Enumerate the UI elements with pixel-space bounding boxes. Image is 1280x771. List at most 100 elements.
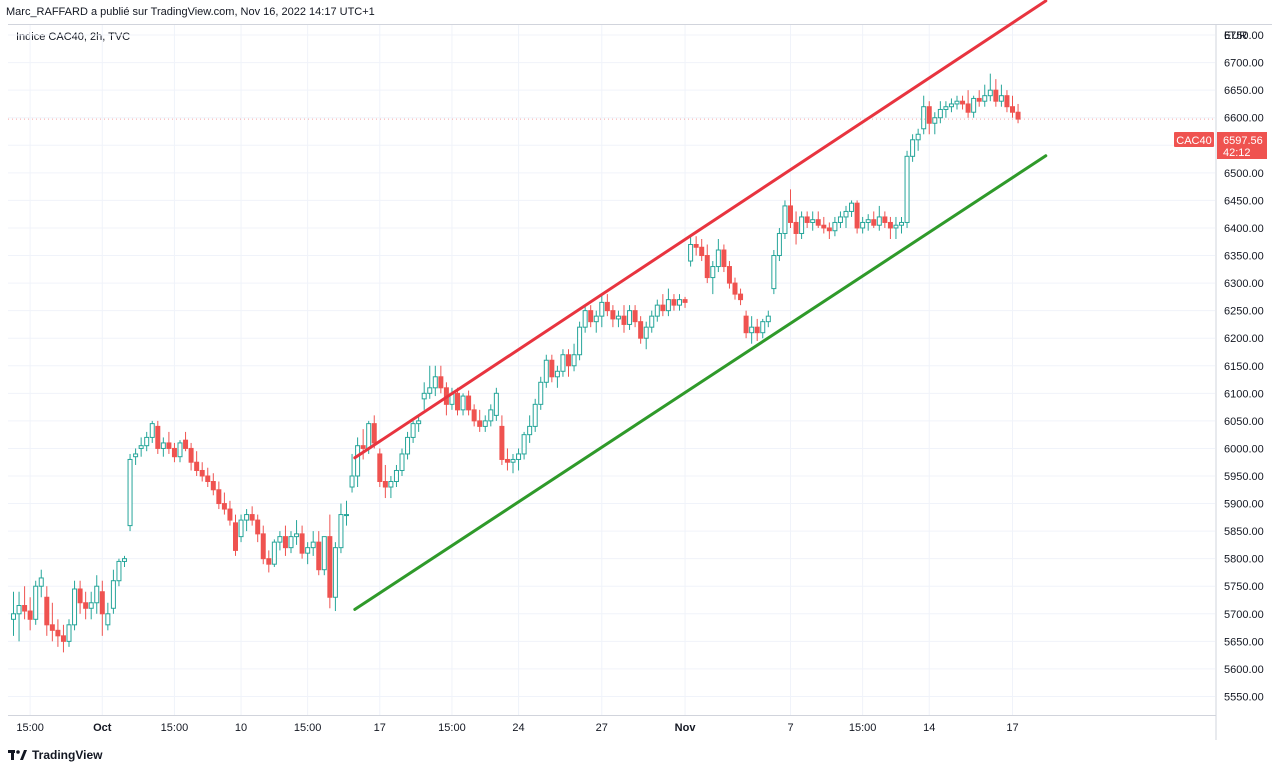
- candle-body: [582, 310, 588, 328]
- support-trendline[interactable]: [353, 154, 1048, 611]
- candle-body: [282, 536, 288, 549]
- candle-body: [849, 202, 855, 212]
- candle-body: [654, 304, 660, 317]
- candle-body: [804, 216, 810, 223]
- candle-body: [255, 519, 261, 535]
- candle-body: [316, 541, 322, 571]
- candle-body: [543, 359, 549, 383]
- x-tick-label: 15:00: [294, 722, 322, 734]
- candle-body: [327, 536, 333, 598]
- candle-body: [382, 481, 388, 488]
- y-tick-label: 5650.00: [1224, 636, 1264, 648]
- candle-body: [799, 216, 805, 234]
- symbol-info: Indice CAC40, 2h, TVC: [16, 31, 131, 43]
- candle-body: [266, 558, 272, 565]
- x-tick-label: Oct: [93, 722, 112, 734]
- candle-body: [155, 425, 161, 449]
- tradingview-branding[interactable]: TradingView: [8, 746, 102, 764]
- candle-body: [488, 409, 494, 422]
- candle-body: [627, 310, 633, 325]
- candle-body: [682, 299, 688, 303]
- y-tick-label: 6150.00: [1224, 361, 1264, 373]
- candle-body: [205, 475, 211, 483]
- candle-body: [49, 624, 55, 631]
- publisher-header: Marc_RAFFARD a publié sur TradingView.co…: [6, 6, 375, 18]
- candle-body: [788, 205, 793, 223]
- candle-body: [144, 436, 150, 447]
- y-tick-label: 6250.00: [1224, 306, 1264, 318]
- x-tick-label: 17: [374, 722, 386, 734]
- candle-body: [16, 605, 22, 615]
- y-tick-label: 5750.00: [1224, 581, 1264, 593]
- candle-body: [593, 315, 599, 323]
- candlestick-chart[interactable]: EUR 5550.00 5600.00 5650.00 5700.00 5750.00 58…: [0, 0, 1280, 740]
- candle-body: [826, 227, 832, 232]
- candle-body: [776, 232, 782, 257]
- candle-body: [926, 106, 932, 124]
- candle-body: [477, 420, 483, 427]
- x-tick-label: 15:00: [161, 722, 189, 734]
- candle-body: [405, 436, 411, 455]
- candle-body: [94, 585, 100, 604]
- candle-body: [743, 315, 749, 334]
- candle-body: [377, 453, 383, 483]
- candle-body: [538, 381, 544, 405]
- y-tick-label: 5850.00: [1224, 526, 1264, 538]
- candle-body: [11, 613, 16, 620]
- candle-body: [338, 514, 344, 549]
- x-tick-label: 27: [596, 722, 608, 734]
- candle-body: [332, 547, 338, 598]
- y-tick-label: 6000.00: [1224, 443, 1264, 455]
- x-tick-label: 15:00: [438, 722, 466, 734]
- candle-body: [160, 442, 166, 449]
- candle-body: [305, 547, 311, 554]
- symbol-tag: [1174, 132, 1214, 147]
- candle-body: [177, 442, 183, 458]
- candle-body: [993, 89, 999, 102]
- y-tick-label: 6200.00: [1224, 333, 1264, 345]
- candle-body: [116, 560, 122, 582]
- candle-body: [560, 354, 566, 372]
- candle-body: [510, 458, 516, 463]
- tradingview-brand-text: TradingView: [32, 748, 103, 762]
- candle-body: [166, 442, 172, 449]
- candle-body: [1004, 95, 1010, 108]
- candle-body: [72, 588, 78, 626]
- candle-body: [88, 602, 94, 609]
- candle-body: [371, 423, 377, 444]
- candle-body: [649, 315, 655, 328]
- resistance-trendline[interactable]: [353, 0, 1048, 460]
- y-tick-label: 6750.00: [1224, 30, 1264, 42]
- candle-body: [660, 304, 666, 312]
- candle-body: [715, 249, 721, 268]
- candle-body: [882, 216, 888, 223]
- candle-body: [77, 588, 83, 604]
- y-tick-label: 6600.00: [1224, 113, 1264, 125]
- candle-body: [527, 425, 533, 436]
- candle-body: [754, 326, 760, 334]
- candle-body: [183, 439, 189, 449]
- candle-body: [571, 354, 577, 367]
- y-tick-label: 6700.00: [1224, 58, 1264, 70]
- candle-body: [810, 219, 816, 223]
- candle-body: [1010, 106, 1015, 113]
- candle-body: [22, 605, 28, 612]
- candle-body: [821, 224, 827, 229]
- candle-body: [604, 301, 610, 312]
- candle-body: [199, 469, 205, 477]
- candle-body: [765, 315, 771, 323]
- candle-body: [432, 376, 438, 389]
- candle-body: [665, 299, 671, 312]
- candle-body: [310, 541, 316, 549]
- candle-body: [915, 133, 921, 141]
- candle-body: [460, 395, 466, 411]
- candle-body: [693, 244, 699, 248]
- candle-body: [971, 97, 977, 113]
- y-tick-label: 6400.00: [1224, 223, 1264, 235]
- candle-body: [932, 117, 938, 124]
- candle-body: [1015, 111, 1021, 120]
- candle-body: [55, 629, 61, 637]
- y-tick-label: 6350.00: [1224, 251, 1264, 263]
- y-tick-label: 6050.00: [1224, 416, 1264, 428]
- candle-body: [965, 103, 971, 113]
